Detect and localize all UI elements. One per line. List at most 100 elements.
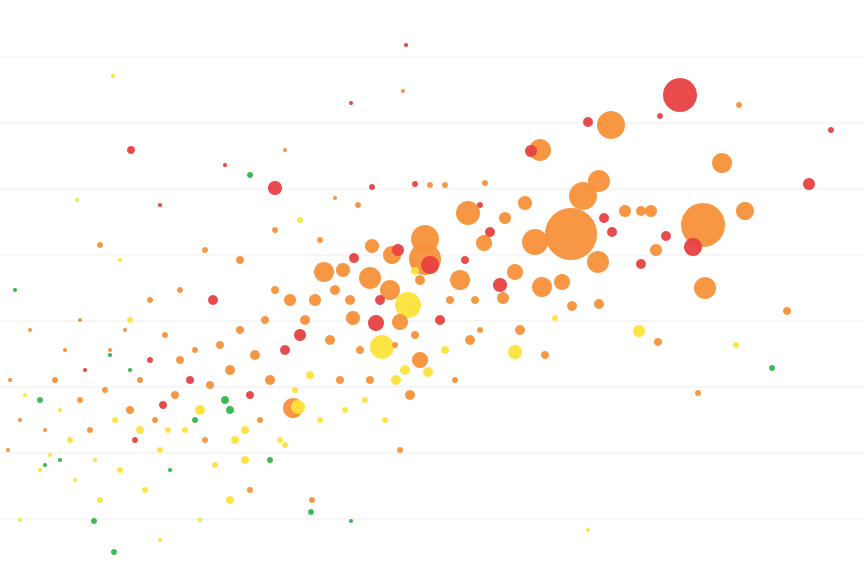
bubble-point: [192, 347, 198, 353]
bubble-point: [541, 351, 549, 359]
bubble-point: [370, 335, 394, 359]
bubble-point: [336, 376, 344, 384]
bubble-point: [192, 417, 198, 423]
bubble-point: [123, 328, 127, 332]
bubble-point: [525, 145, 537, 157]
bubble-point: [18, 418, 22, 422]
bubble-point: [137, 377, 143, 383]
bubble-point: [250, 350, 260, 360]
bubble-point: [695, 390, 701, 396]
bubble-point: [111, 549, 117, 555]
bubble-point: [828, 127, 834, 133]
bubble-point: [415, 275, 425, 285]
bubble-point: [284, 294, 296, 306]
bubble-point: [308, 509, 314, 515]
bubble-point: [43, 463, 47, 467]
bubble-point: [157, 447, 163, 453]
bubble-point: [202, 437, 208, 443]
bubble-point: [241, 456, 249, 464]
bubble-point: [435, 315, 445, 325]
bubble-point: [73, 478, 77, 482]
bubble-point: [382, 417, 388, 423]
bubble-point: [421, 256, 439, 274]
bubble-point: [476, 235, 492, 251]
bubble-point: [127, 317, 133, 323]
bubble-point: [733, 342, 739, 348]
bubble-point: [306, 371, 314, 379]
bubble-point: [552, 315, 558, 321]
bubble-point: [267, 457, 273, 463]
bubble-point: [282, 442, 288, 448]
bubble-point: [271, 286, 279, 294]
bubble-point: [803, 178, 815, 190]
bubble-point: [257, 417, 263, 423]
bubble-point: [93, 458, 97, 462]
bubble-point: [102, 387, 108, 393]
bubble-point: [268, 181, 282, 195]
bubble-point: [126, 406, 134, 414]
bubble-point: [392, 244, 404, 256]
bubble-point: [97, 497, 103, 503]
bubble-point: [63, 348, 67, 352]
bubble-point: [186, 376, 194, 384]
bubble-point: [333, 196, 337, 200]
bubble-point: [663, 78, 697, 112]
bubble-point: [522, 229, 548, 255]
bubble-point: [497, 292, 509, 304]
bubble-point: [569, 182, 597, 210]
bubble-point: [38, 468, 42, 472]
bubble-point: [404, 43, 408, 47]
bubble-point: [661, 231, 671, 241]
bubble-point: [165, 427, 171, 433]
bubble-point: [246, 391, 254, 399]
bubble-point: [636, 259, 646, 269]
bubble-point: [280, 345, 290, 355]
bubble-point: [681, 203, 725, 247]
bubble-point: [532, 277, 552, 297]
bubble-point: [177, 287, 183, 293]
bubble-point: [477, 202, 483, 208]
bubble-point: [482, 180, 488, 186]
bubble-point: [48, 453, 52, 457]
bubble-point: [225, 365, 235, 375]
bubble-point: [158, 203, 162, 207]
bubble-point: [87, 427, 93, 433]
bubble-point: [694, 277, 716, 299]
bubble-point: [345, 295, 355, 305]
bubble-point: [309, 294, 321, 306]
bubble-point: [401, 89, 405, 93]
bubble-point: [168, 468, 172, 472]
bubble-point: [226, 496, 234, 504]
bubble-point: [636, 206, 646, 216]
bubble-point: [18, 518, 22, 522]
bubble-point: [380, 280, 400, 300]
bubble-point: [545, 208, 597, 260]
gridlines: [0, 56, 864, 520]
bubble-point: [493, 278, 507, 292]
bubble-point: [619, 205, 631, 217]
bubble-point: [111, 74, 115, 78]
bubble-point: [223, 163, 227, 167]
bubble-point: [231, 436, 239, 444]
bubble-point: [594, 299, 604, 309]
bubble-point: [309, 497, 315, 503]
bubble-point: [112, 417, 118, 423]
bubble-point: [599, 213, 609, 223]
bubble-point: [362, 397, 368, 403]
bubble-point: [342, 407, 348, 413]
bubble-point: [221, 396, 229, 404]
bubble-point: [75, 198, 79, 202]
bubble-point: [499, 212, 511, 224]
bubble-point: [423, 367, 433, 377]
bubble-point: [13, 288, 17, 292]
bubble-point: [226, 406, 234, 414]
bubble-point: [261, 316, 269, 324]
bubble-point: [461, 256, 469, 264]
bubble-point: [405, 390, 415, 400]
bubble-point: [356, 346, 364, 354]
bubble-point: [132, 437, 138, 443]
bubble-point: [294, 329, 306, 341]
bubble-point: [136, 426, 144, 434]
bubble-point: [412, 352, 428, 368]
bubble-point: [336, 263, 350, 277]
